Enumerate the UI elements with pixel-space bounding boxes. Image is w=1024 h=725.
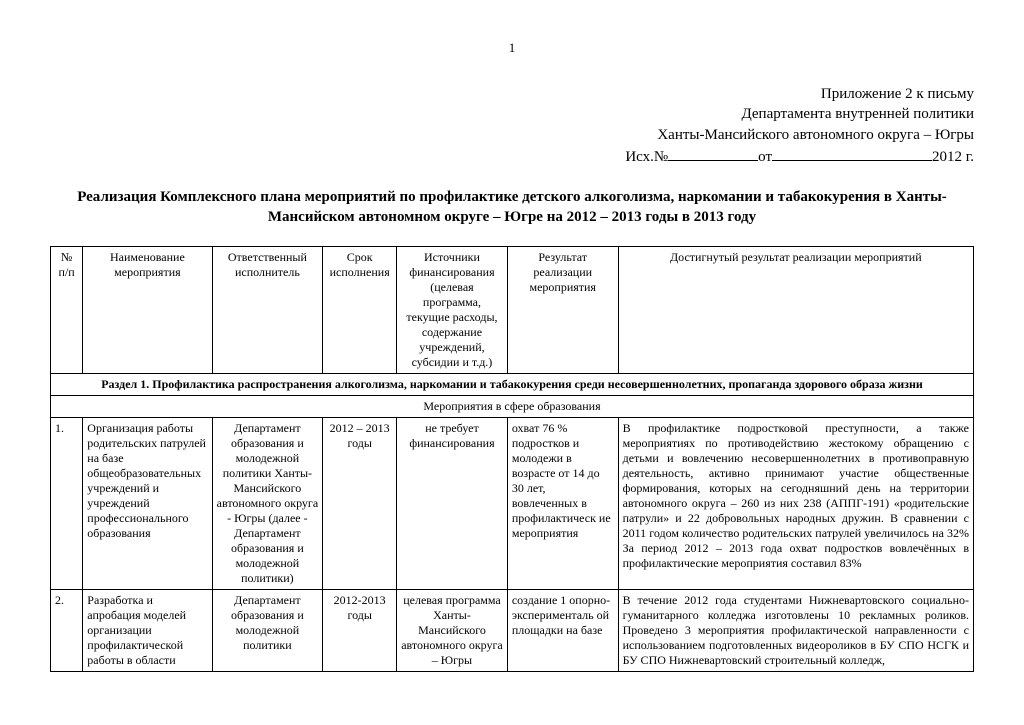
col-header-resp: Ответственный исполнитель [212,246,323,373]
header-block: Приложение 2 к письму Департамента внутр… [50,84,974,167]
col-header-term: Срок исполнения [323,246,397,373]
cell-name: Разработка и апробация моделей организац… [83,589,212,671]
ref-suffix: 2012 г. [932,149,974,165]
subsection-1-title: Мероприятия в сфере образования [51,395,974,417]
cell-src: не требует финансирования [397,417,508,589]
col-header-ach: Достигнутый результат реализации меропри… [618,246,973,373]
header-line-2: Департамента внутренней политики [50,104,974,124]
col-header-src: Источники финансирования (целевая програ… [397,246,508,373]
table-row: 1. Организация работы родительских патру… [51,417,974,589]
cell-resp: Департамент образования и молодежной пол… [212,417,323,589]
header-ref-line: Исх.№ от 2012 г. [625,145,974,167]
cell-name: Организация работы родительских патрулей… [83,417,212,589]
ref-prefix: Исх.№ [625,149,668,165]
header-line-1: Приложение 2 к письму [50,84,974,104]
cell-ach: В течение 2012 года студентами Нижневарт… [618,589,973,671]
table-row: 2. Разработка и апробация моделей органи… [51,589,974,671]
cell-src: целевая программа Ханты-Мансийского авто… [397,589,508,671]
ref-number-blank [668,145,758,161]
cell-res: охват 76 % подростков и молодежи в возра… [507,417,618,589]
main-table: № п/п Наименование мероприятия Ответстве… [50,246,974,672]
cell-term: 2012 – 2013 годы [323,417,397,589]
cell-num: 2. [51,589,83,671]
col-header-num: № п/п [51,246,83,373]
cell-num: 1. [51,417,83,589]
cell-ach: В профилактике подростковой преступности… [618,417,973,589]
header-line-3: Ханты-Мансийского автономного округа – Ю… [50,125,974,145]
ref-date-blank [772,145,932,161]
table-header-row: № п/п Наименование мероприятия Ответстве… [51,246,974,373]
ref-mid: от [758,149,772,165]
col-header-res: Результат реализации мероприятия [507,246,618,373]
cell-res: создание 1 опорно-эксперименталь ой площ… [507,589,618,671]
section-1-row: Раздел 1. Профилактика распространения а… [51,373,974,395]
page-number: 1 [50,40,974,56]
subsection-1-row: Мероприятия в сфере образования [51,395,974,417]
cell-resp: Департамент образования и молодежной пол… [212,589,323,671]
document-title: Реализация Комплексного плана мероприяти… [50,187,974,228]
col-header-name: Наименование мероприятия [83,246,212,373]
cell-term: 2012-2013 годы [323,589,397,671]
section-1-title: Раздел 1. Профилактика распространения а… [51,373,974,395]
